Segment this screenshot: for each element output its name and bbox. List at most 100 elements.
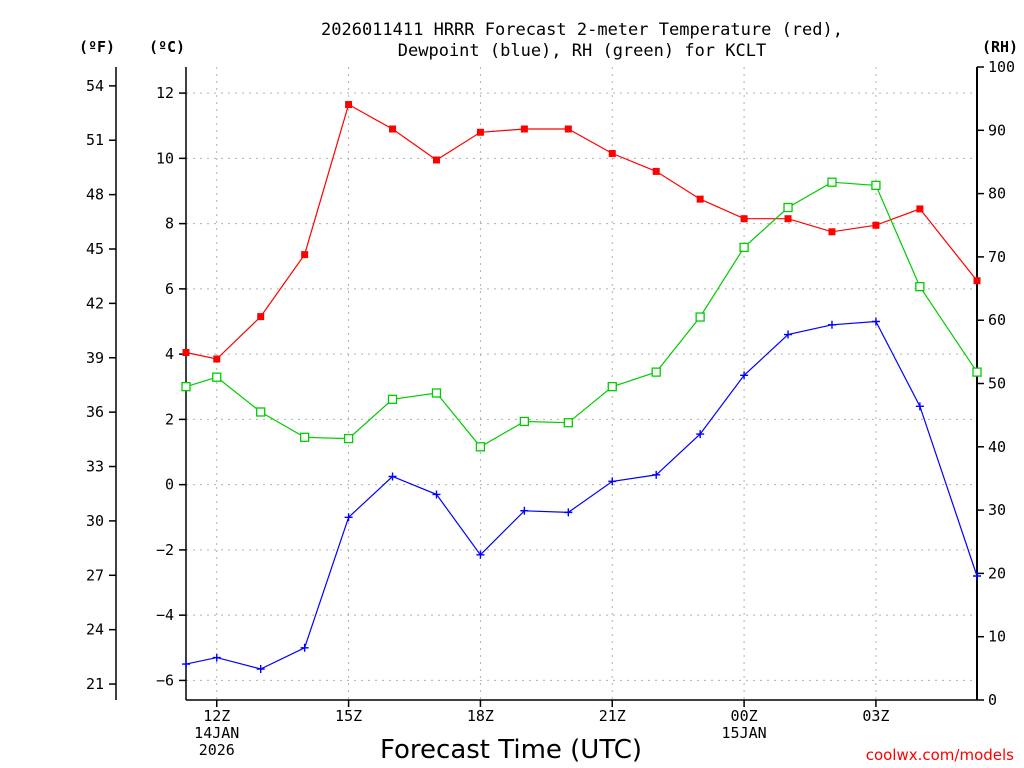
2-meter-temperature-point — [476, 128, 484, 136]
fahrenheit-tick-label: 36 — [86, 403, 104, 421]
2-meter-temperature-point — [182, 349, 190, 357]
relative-humidity-point — [343, 433, 354, 444]
dewpoint-point — [608, 477, 617, 486]
dewpoint-series — [182, 317, 981, 674]
dewpoint-line — [185, 320, 978, 670]
2-meter-temperature-point — [872, 221, 880, 229]
celsius-tick-label: 10 — [156, 149, 174, 167]
rh-tick-label: 100 — [988, 58, 1015, 76]
fahrenheit-tick-label: 42 — [86, 294, 104, 312]
x-tick-label: 15Z — [335, 707, 362, 725]
dewpoint-point — [740, 371, 749, 380]
celsius-unit-label: (ºC) — [149, 38, 185, 56]
dewpoint-point — [827, 320, 836, 329]
dewpoint-point — [871, 317, 880, 326]
relative-humidity-point — [695, 312, 705, 322]
2-meter-temperature-point — [652, 167, 660, 175]
x-axis-title: Forecast Time (UTC) — [380, 735, 642, 765]
x-tick-label: 00Z — [731, 707, 758, 725]
relative-humidity-point — [519, 416, 530, 427]
2-meter-temperature-point — [916, 205, 924, 213]
fahrenheit-tick-label: 39 — [86, 349, 104, 367]
2-meter-temperature-point — [213, 355, 221, 363]
rh-tick-label: 90 — [988, 121, 1006, 139]
dewpoint-point — [344, 513, 353, 522]
dewpoint-point — [915, 402, 924, 411]
2-meter-temperature-point — [389, 125, 397, 133]
rh-unit-label: (RH) — [982, 38, 1018, 56]
chart-title-line-2: Dewpoint (blue), RH (green) for KCLT — [398, 41, 766, 61]
2-meter-temperature-point — [257, 313, 265, 321]
fahrenheit-tick-label: 54 — [86, 77, 104, 95]
x-tick-label: 14JAN — [194, 724, 239, 742]
fahrenheit-tick-label: 33 — [86, 458, 104, 476]
fahrenheit-tick-label: 21 — [86, 675, 104, 693]
rh-tick-label: 20 — [988, 564, 1006, 582]
rh-tick-label: 40 — [988, 438, 1006, 456]
celsius-tick-label: −4 — [156, 606, 174, 624]
dewpoint-point — [388, 472, 397, 481]
relative-humidity-point — [475, 442, 486, 452]
relative-humidity-point — [607, 382, 617, 392]
dewpoint-point — [784, 330, 793, 339]
fahrenheit-tick-label: 27 — [86, 566, 104, 584]
relative-humidity-point — [212, 372, 222, 382]
rh-tick-label: 30 — [988, 501, 1006, 519]
rh-tick-label: 70 — [988, 248, 1006, 266]
relative-humidity-point — [783, 202, 793, 213]
x-tick-label: 2026 — [199, 741, 235, 759]
x-tick-label: 03Z — [862, 707, 889, 725]
celsius-tick-label: 2 — [165, 410, 174, 428]
relative-humidity-point — [431, 388, 442, 398]
fahrenheit-tick-label: 48 — [86, 186, 104, 204]
relative-humidity-point — [563, 418, 573, 428]
grid-lines — [186, 67, 977, 700]
2-meter-temperature-line — [185, 103, 978, 360]
x-tick-label: 18Z — [467, 707, 494, 725]
2-meter-temperature-point — [564, 125, 572, 133]
dewpoint-point — [182, 660, 190, 669]
dewpoint-point — [973, 572, 981, 581]
x-tick-label: 15JAN — [722, 724, 767, 742]
dewpoint-point — [432, 490, 441, 499]
rh-tick-label: 0 — [988, 691, 997, 709]
relative-humidity-point — [387, 394, 398, 404]
fahrenheit-unit-label: (ºF) — [79, 38, 115, 56]
relative-humidity-point — [651, 367, 661, 377]
celsius-tick-label: 6 — [165, 280, 174, 298]
2-meter-temperature-point — [740, 215, 748, 223]
rh-tick-label: 50 — [988, 375, 1006, 393]
dewpoint-point — [256, 665, 265, 674]
data-series — [181, 101, 982, 674]
fahrenheit-tick-label: 24 — [86, 621, 104, 639]
relative-humidity-point — [871, 180, 881, 191]
celsius-tick-label: 8 — [165, 215, 174, 233]
2-meter-temperature-point — [973, 277, 981, 285]
x-tick-label: 12Z — [203, 707, 230, 725]
dewpoint-point — [476, 550, 485, 559]
dewpoint-point — [564, 508, 573, 517]
rh-tick-label: 80 — [988, 185, 1006, 203]
dewpoint-point — [300, 643, 309, 652]
relative-humidity-point — [256, 407, 266, 417]
x-tick-label: 21Z — [599, 707, 626, 725]
2-meter-temperature-point — [432, 156, 440, 164]
2-meter-temperature-series — [182, 101, 981, 363]
dewpoint-point — [652, 470, 661, 479]
relative-humidity-line — [185, 181, 978, 448]
dewpoint-point — [696, 430, 705, 439]
2-meter-temperature-point — [784, 215, 792, 223]
2-meter-temperature-point — [828, 228, 836, 236]
2-meter-temperature-point — [696, 195, 704, 203]
relative-humidity-point — [915, 282, 925, 292]
relative-humidity-point — [299, 432, 310, 442]
celsius-tick-label: 4 — [165, 345, 174, 363]
fahrenheit-tick-label: 45 — [86, 240, 104, 258]
relative-humidity-point — [827, 177, 837, 187]
rh-tick-label: 60 — [988, 311, 1006, 329]
2-meter-temperature-point — [345, 101, 353, 109]
2-meter-temperature-point — [608, 149, 616, 157]
relative-humidity-point — [739, 242, 749, 253]
